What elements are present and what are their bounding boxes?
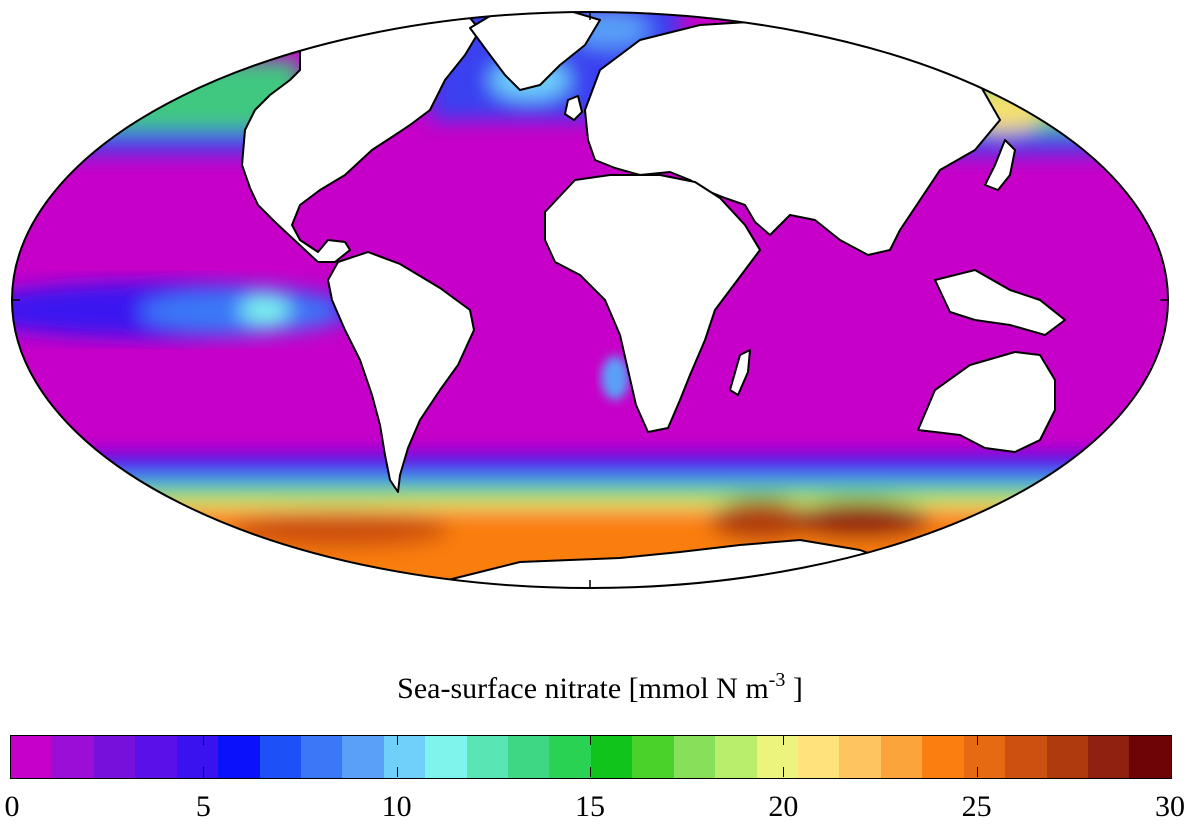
legend-title-superscript: -3 [768, 669, 786, 691]
colorbar-swatch [342, 736, 384, 778]
colorbar-swatch [673, 736, 716, 778]
colorbar-swatch [1087, 736, 1130, 778]
legend-title-close: ] [792, 672, 803, 705]
colorbar-tick-top [396, 735, 398, 745]
colorbar-swatch [11, 736, 53, 778]
colorbar-swatch [922, 736, 964, 778]
colorbar-swatch [963, 736, 1006, 778]
ocean-field [12, 12, 1168, 588]
colorbar-tick-label: 0 [4, 790, 20, 823]
benguela-upwelling [601, 356, 629, 400]
colorbar-swatch [93, 736, 136, 778]
africa-landmass [544, 174, 761, 433]
continents [241, 12, 1066, 588]
colorbar-swatch [715, 736, 757, 778]
colorbar-swatch [508, 736, 550, 778]
colorbar-tick-bottom [590, 767, 591, 777]
colorbar-swatch [798, 736, 840, 778]
colorbar-swatch [549, 736, 591, 778]
colorbar-tick-label: 20 [768, 790, 799, 823]
colorbar-tick-top [783, 735, 785, 745]
legend-title: Sea-surface nitrate [mmol N m-3 ] [0, 669, 1200, 706]
colorbar-swatch [176, 736, 219, 778]
colorbar-swatch [135, 736, 177, 778]
colorbar-swatch [425, 736, 467, 778]
greenland-landmass [469, 12, 601, 91]
south-america-landmass [327, 251, 475, 493]
colorbar-tick-bottom [783, 767, 785, 777]
british-isles-landmass [564, 95, 583, 121]
north-america-landmass [241, 17, 481, 263]
legend-title-main: Sea-surface nitrate [mmol N m [397, 672, 769, 705]
colorbar-swatch [1005, 736, 1047, 778]
colorbar-swatch [300, 736, 343, 778]
colorbar-tick-bottom [976, 767, 978, 777]
australia-landmass [917, 351, 1056, 453]
colorbar-swatch [1046, 736, 1088, 778]
world-map [11, 11, 1169, 589]
colorbar-tick-top [976, 735, 978, 745]
colorbar-swatch [383, 736, 426, 778]
japan-landmass [984, 139, 1016, 191]
colorbar-tick-label: 15 [575, 790, 605, 823]
colorbar-swatch [632, 736, 674, 778]
colorbar-swatch [466, 736, 509, 778]
colorbar [10, 735, 1172, 779]
colorbar-tick-label: 5 [195, 790, 211, 823]
southeast-asia-islands [934, 269, 1066, 336]
colorbar-swatch [218, 736, 260, 778]
colorbar-swatch [590, 736, 633, 778]
colorbar-swatch [1129, 736, 1171, 778]
colorbar-swatch [839, 736, 881, 778]
colorbar-tick-label: 25 [961, 790, 992, 823]
equatorial-pacific-upwelling [12, 282, 360, 338]
map-frame-ticks [12, 12, 1168, 588]
colorbar-swatch [880, 736, 923, 778]
colorbar-tick-top [203, 735, 205, 745]
colorbar-tick-label: 30 [1155, 790, 1185, 823]
colorbar-swatch [52, 736, 94, 778]
colorbar-swatch [756, 736, 799, 778]
colorbar-swatch [259, 736, 301, 778]
colorbar-tick-bottom [396, 767, 398, 777]
colorbar-tick-bottom [203, 767, 205, 777]
madagascar-landmass [729, 349, 751, 396]
colorbar-tick-label: 10 [381, 790, 412, 823]
colorbar-ticks [10, 735, 1170, 777]
colorbar-tick-top [590, 735, 591, 745]
